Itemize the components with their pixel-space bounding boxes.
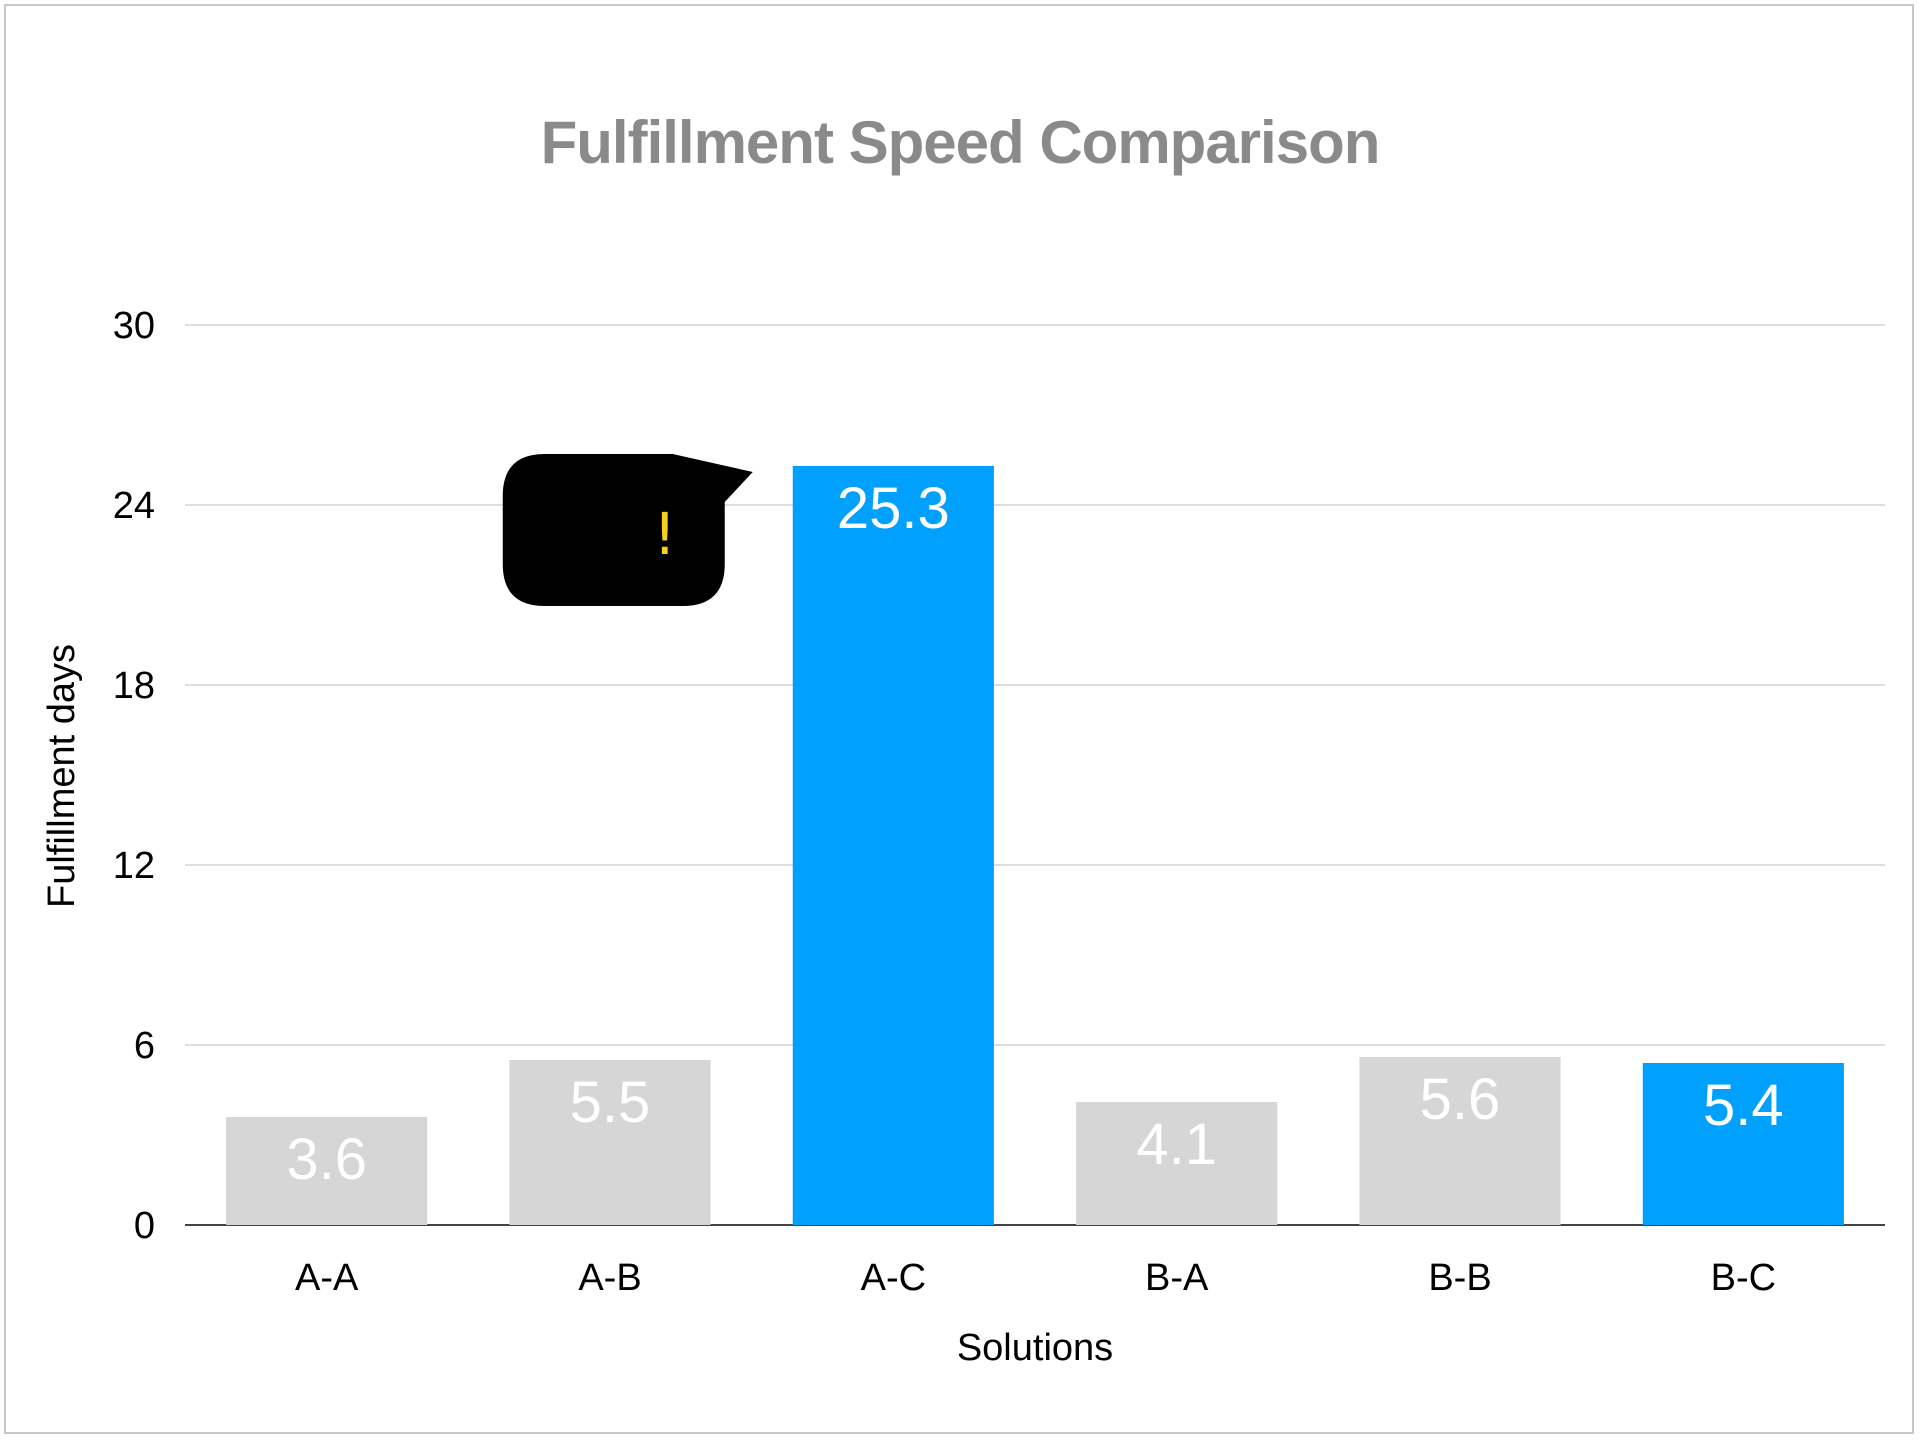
x-tick-label: A-A [295, 1257, 359, 1299]
annotation-callout: 😱! [502, 454, 753, 606]
bar [226, 1117, 428, 1225]
x-tick-label: B-A [1145, 1257, 1209, 1299]
y-axis-title: Fulfillment days [41, 644, 83, 908]
bar-value-label: 25.3 [837, 476, 950, 541]
speech-bubble [502, 454, 753, 606]
y-tick-label: 0 [134, 1205, 155, 1247]
y-tick-label: 12 [113, 845, 155, 887]
gridlines [185, 324, 1885, 1226]
chart-title: Fulfillment Speed Comparison [540, 109, 1381, 176]
bars: 3.6 5.5 25.3 4.1 5.6 5.4 [226, 466, 1844, 1225]
y-tick-label: 30 [113, 305, 155, 347]
bar [792, 466, 994, 1225]
x-axis-ticks: A-A A-B A-C B-A B-B B-C [295, 1257, 1776, 1299]
bar [1642, 1063, 1844, 1225]
x-tick-label: A-C [861, 1257, 926, 1299]
x-axis-title: Solutions [957, 1327, 1113, 1369]
y-axis-ticks: 0 6 12 18 24 30 [113, 305, 155, 1247]
bar-value-label: 5.6 [1420, 1067, 1501, 1132]
bar [1359, 1057, 1561, 1225]
bar-value-label: 5.4 [1703, 1073, 1784, 1138]
bar-value-label: 5.5 [570, 1070, 651, 1135]
x-tick-label: B-C [1711, 1257, 1776, 1299]
y-tick-label: 18 [113, 665, 155, 707]
y-tick-label: 24 [113, 485, 155, 527]
bar [509, 1060, 711, 1225]
screaming-face-icon: 😱 [571, 500, 631, 568]
bar [1076, 1102, 1278, 1225]
x-tick-label: B-B [1428, 1257, 1491, 1299]
y-tick-label: 6 [134, 1025, 155, 1067]
callout-exclamation: ! [653, 500, 676, 568]
x-tick-label: A-B [578, 1257, 641, 1299]
bar-value-label: 3.6 [286, 1127, 367, 1192]
bar-value-label: 4.1 [1136, 1112, 1217, 1177]
